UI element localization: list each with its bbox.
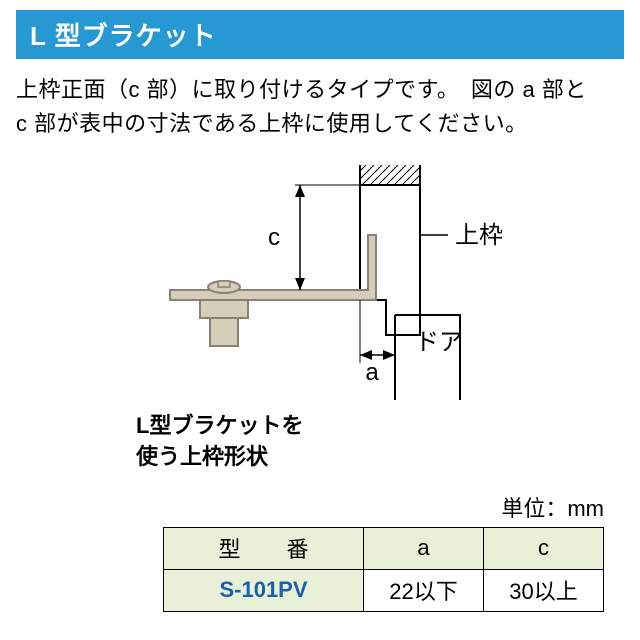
cell-model: S-101PV	[164, 569, 364, 611]
col-c: c	[484, 527, 604, 569]
diagram-container: c a 上枠 ドア L型ブラケットを 使う上枠形状	[16, 165, 624, 473]
page: L 型ブラケット 上枠正面（c 部）に取り付けるタイプです。 図の a 部と c…	[0, 0, 640, 640]
caption-line-1: L型ブラケットを	[136, 413, 303, 438]
description: 上枠正面（c 部）に取り付けるタイプです。 図の a 部と c 部が表中の寸法で…	[16, 73, 624, 141]
unit-label: 単位：mm	[16, 491, 624, 523]
section-title: L 型ブラケット	[16, 10, 624, 59]
col-model: 型 番	[164, 527, 364, 569]
frame-label: 上枠	[455, 222, 503, 249]
door-label: ドア	[415, 329, 463, 356]
caption-line-2: 使う上枠形状	[136, 444, 268, 469]
cell-a: 22以下	[364, 569, 484, 611]
table-row: S-101PV 22以下 30以上	[164, 569, 604, 611]
dim-c-label: c	[268, 224, 280, 251]
cell-c: 30以上	[484, 569, 604, 611]
dimension-table: 型 番 a c S-101PV 22以下 30以上	[163, 527, 604, 612]
desc-line-1: 上枠正面（c 部）に取り付けるタイプです。 図の a 部と	[16, 77, 587, 102]
desc-line-2: c 部が表中の寸法である上枠に使用してください。	[16, 111, 528, 136]
diagram-caption: L型ブラケットを 使う上枠形状	[136, 411, 303, 473]
bracket-diagram: c a 上枠 ドア	[110, 165, 530, 405]
dim-a-label: a	[365, 359, 379, 386]
table-header-row: 型 番 a c	[164, 527, 604, 569]
col-a: a	[364, 527, 484, 569]
